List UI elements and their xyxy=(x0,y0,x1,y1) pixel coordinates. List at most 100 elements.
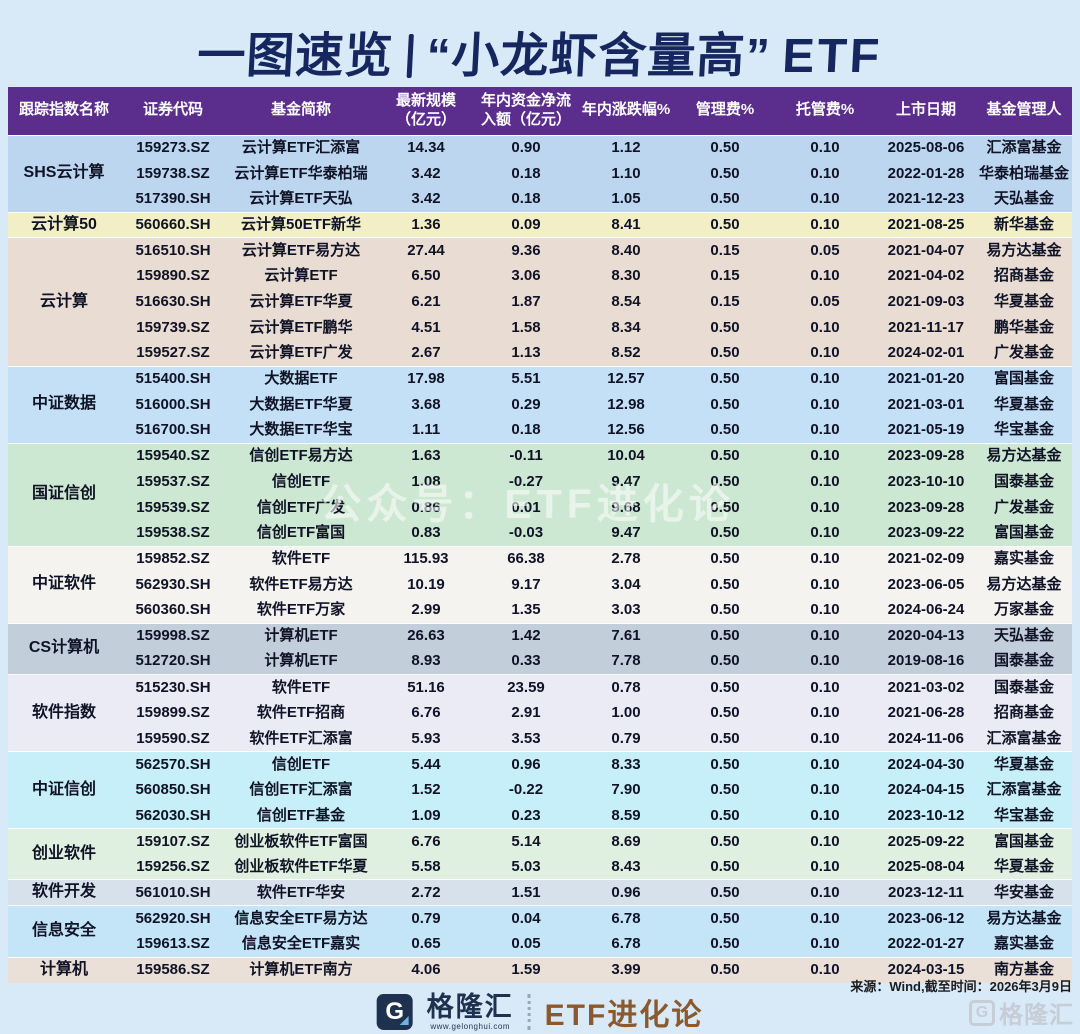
table-cell: 软件ETF招商 xyxy=(256,704,346,722)
table-cell: 广发基金 xyxy=(993,498,1054,516)
column-header: 上市日期 xyxy=(876,87,976,135)
table-cell: 159590.SZ xyxy=(136,729,210,747)
table-cell: 2022-01-27 xyxy=(887,935,965,953)
table-cell: 5.14 xyxy=(476,828,576,855)
table-cell: 计算机ETF xyxy=(264,652,338,670)
table-cell: -0.22 xyxy=(508,781,544,799)
table-cell: 2023-10-12 xyxy=(887,806,965,824)
index-name-cell: 中证信创 xyxy=(8,750,120,829)
table-cell: 0.50 xyxy=(710,652,740,670)
column-header: 年内资金净流 入额（亿元） xyxy=(476,87,576,135)
title-divider xyxy=(406,34,414,78)
column-header: 基金简称 xyxy=(226,87,376,135)
table-cell: 9.17 xyxy=(511,575,541,593)
table-cell: 软件ETF xyxy=(226,545,376,572)
table-cell: 2021-03-02 xyxy=(876,673,976,701)
table-cell: 0.79 xyxy=(376,905,476,932)
table-cell: 1.36 xyxy=(376,211,476,238)
table-cell: 招商基金 xyxy=(993,267,1054,285)
table-cell: 8.30 xyxy=(611,267,641,285)
table-cell: 0.29 xyxy=(511,395,541,413)
table-cell: 3.68 xyxy=(411,395,441,413)
table-cell: 2021-01-20 xyxy=(876,365,976,392)
table-cell: 2024-03-15 xyxy=(876,956,976,983)
index-name-cell: 创业软件 xyxy=(8,828,120,880)
table-cell: 云计算ETF华夏 xyxy=(249,293,353,311)
table-cell: 2021-05-19 xyxy=(887,421,965,439)
column-header: 最新规模 （亿元） xyxy=(376,87,476,135)
table-cell: 8.52 xyxy=(611,344,641,362)
table-cell: 华夏基金 xyxy=(993,293,1054,311)
table-cell: 0.50 xyxy=(676,442,774,469)
table-cell: 信创ETF富国 xyxy=(256,524,346,542)
table-cell: 5.03 xyxy=(511,857,541,875)
table-row: 560850.SH 信创ETF汇添富 1.52 -0.22 7.90 0.50 0.10 20… xyxy=(8,777,1072,803)
index-name-cell: 信息安全 xyxy=(8,905,120,957)
table-cell: 2024-06-24 xyxy=(887,601,965,619)
table-row: 中证软件 159852.SZ 软件ETF 115.93 66.38 2.78 0.50 0.1… xyxy=(8,545,1072,624)
table-cell: 0.50 xyxy=(676,905,774,932)
table-cell: 信创ETF易方达 xyxy=(226,442,376,469)
table-cell: 南方基金 xyxy=(976,956,1072,983)
table-row: 159527.SZ 云计算ETF广发 2.67 1.13 8.52 0.50 0.10 202… xyxy=(8,340,1072,367)
table-cell: 0.18 xyxy=(511,164,541,182)
table-cell: 富国基金 xyxy=(993,524,1054,542)
table-cell: 0.50 xyxy=(710,421,740,439)
title-part1: 一图速览 xyxy=(195,30,395,83)
table-cell: 8.54 xyxy=(611,293,641,311)
table-cell: 信创ETF广发 xyxy=(256,498,346,516)
table-cell: 国泰基金 xyxy=(993,472,1054,490)
index-name-cell: 国证信创 xyxy=(8,442,120,546)
table-cell: 0.10 xyxy=(810,267,840,285)
column-header: 年内涨跌幅% xyxy=(576,87,676,135)
table-cell: 6.78 xyxy=(576,905,676,932)
table-cell: 华夏基金 xyxy=(993,857,1054,875)
table-cell: 0.86 xyxy=(411,498,441,516)
column-header: 托管费% xyxy=(774,87,876,135)
table-cell: 0.10 xyxy=(774,365,876,392)
table-cell: 0.78 xyxy=(576,673,676,701)
table-cell: 6.78 xyxy=(611,935,641,953)
table-cell: 0.10 xyxy=(810,704,840,722)
column-header: 跟踪指数名称 xyxy=(8,87,120,135)
table-cell: 562570.SH xyxy=(120,751,226,778)
table-cell: 2021-04-07 xyxy=(876,237,976,264)
table-cell: 9.47 xyxy=(611,524,641,542)
table-cell: 159613.SZ xyxy=(136,935,210,953)
table-cell: 0.23 xyxy=(511,806,541,824)
table-cell: 3.42 xyxy=(411,164,441,182)
table-cell: 大数据ETF华夏 xyxy=(249,395,353,413)
table-row: 信息安全 562920.SH 信息安全ETF易方达 0.79 0.04 6.78 0.50 0… xyxy=(8,905,1072,957)
table-cell: 5.44 xyxy=(376,751,476,778)
table-row: 软件开发 561010.SH 软件ETF华安 2.72 1.51 0.96 0.50 0.10… xyxy=(8,879,1072,906)
table-cell: 1.00 xyxy=(611,704,641,722)
table-cell: 0.50 xyxy=(710,524,740,542)
table-cell: 159852.SZ xyxy=(120,545,226,572)
table-cell: 信创ETF xyxy=(271,472,331,490)
table-row: 159738.SZ 云计算ETF华泰柏瑞 3.42 0.18 1.10 0.50 0.10 2… xyxy=(8,160,1072,187)
table-row: 562030.SH 信创ETF基金 1.09 0.23 8.59 0.50 0.10 2023… xyxy=(8,802,1072,829)
table-row: 516630.SH 云计算ETF华夏 6.21 1.87 8.54 0.15 0.05 202… xyxy=(8,289,1072,315)
table-cell: 广发基金 xyxy=(993,344,1054,362)
table-cell: 信创ETF xyxy=(226,751,376,778)
table-cell: 66.38 xyxy=(476,545,576,572)
table-cell: 0.50 xyxy=(710,729,740,747)
table-row: 562930.SH 软件ETF易方达 10.19 9.17 3.04 0.50 0.10 20… xyxy=(8,571,1072,598)
etf-table: 跟踪指数名称 证券代码 基金简称 最新规模 （亿元） 年内资金净流 入额（亿元） 年内涨跌… xyxy=(8,87,1072,983)
table-cell: 2024-04-15 xyxy=(887,781,965,799)
table-cell: 5.51 xyxy=(476,365,576,392)
table-cell: 1.08 xyxy=(411,472,441,490)
title-part3: ETF xyxy=(781,30,884,83)
table-cell: 3.99 xyxy=(576,956,676,983)
table-cell: 2.67 xyxy=(411,344,441,362)
table-cell: 0.15 xyxy=(676,237,774,264)
table-cell: 2023-09-28 xyxy=(876,442,976,469)
table-cell: 创业板软件ETF华夏 xyxy=(234,857,368,875)
table-cell: 9.36 xyxy=(476,237,576,264)
table-cell: 0.05 xyxy=(810,293,840,311)
table-cell: 5.93 xyxy=(411,729,441,747)
table-cell: 0.50 xyxy=(710,857,740,875)
table-cell: 2023-06-05 xyxy=(887,575,965,593)
table-cell: 8.69 xyxy=(576,828,676,855)
table-cell: 0.50 xyxy=(710,601,740,619)
